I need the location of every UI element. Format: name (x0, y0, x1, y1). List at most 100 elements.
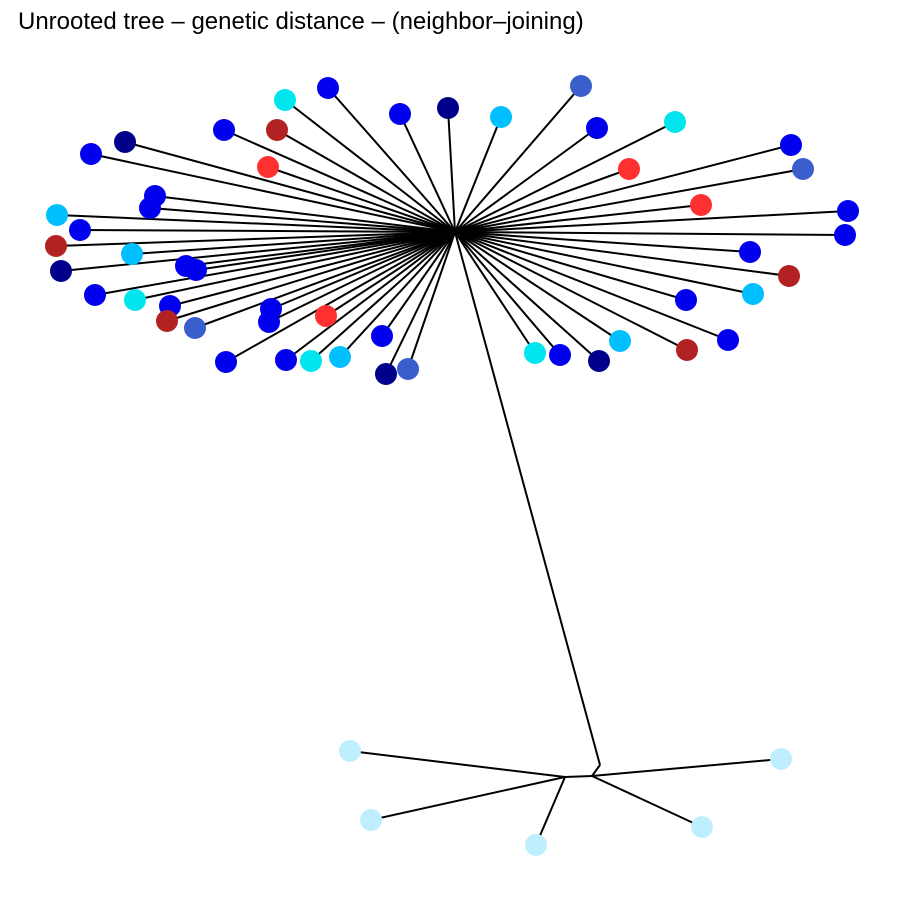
tree-tip (675, 289, 697, 311)
tree-tip (618, 158, 640, 180)
tree-tip (778, 265, 800, 287)
tree-edge (454, 121, 676, 233)
tree-tip (266, 119, 288, 141)
tree-tip (570, 75, 592, 97)
tree-edge (310, 231, 456, 362)
tree-tip (317, 77, 339, 99)
tree-tip (360, 809, 382, 831)
tree-tip (46, 204, 68, 226)
tree-edge (154, 195, 456, 233)
tree-edge (267, 166, 456, 233)
tree-tip (588, 350, 610, 372)
tree-tip (257, 156, 279, 178)
tree-edge (285, 231, 456, 361)
tree-edge (454, 231, 688, 351)
tree-tip (691, 816, 713, 838)
tree-edge (454, 231, 687, 301)
internal-branch (454, 231, 601, 766)
page-title: Unrooted tree – genetic distance – (neig… (18, 8, 584, 35)
tree-tip (371, 325, 393, 347)
tree-tip (69, 219, 91, 241)
tree-edge (268, 231, 456, 323)
tree-tip (80, 143, 102, 165)
tree-edge (194, 231, 456, 329)
tree-edge (325, 231, 456, 317)
tree-tip (780, 134, 802, 156)
tree-edge (591, 758, 782, 777)
tree-tip (397, 358, 419, 380)
tree-edge (149, 207, 456, 233)
tree-edge (124, 141, 456, 233)
tree-tip (184, 317, 206, 339)
tree-edge (454, 231, 790, 277)
tree-tip (742, 283, 764, 305)
tree-tip (549, 344, 571, 366)
tree-tip (690, 194, 712, 216)
tree-edge (454, 204, 702, 233)
tree-tip (139, 197, 161, 219)
tree-tip (274, 89, 296, 111)
tree-edge (94, 231, 456, 296)
tree-edge (454, 85, 582, 233)
tree-edge (381, 231, 456, 337)
tree-edge (131, 231, 456, 255)
tree-tip (84, 284, 106, 306)
tree-edge (225, 231, 456, 363)
tree-tip (275, 349, 297, 371)
tree-tip (664, 111, 686, 133)
tree-tip (375, 363, 397, 385)
tree-edge (454, 168, 804, 233)
internal-branch (564, 775, 593, 778)
internal-branch (591, 764, 601, 777)
tree-tip (792, 158, 814, 180)
tree-edge (284, 99, 456, 233)
tree-tip (260, 298, 282, 320)
tree-tip (45, 235, 67, 257)
tree-edge (327, 87, 456, 233)
tree-edge (591, 775, 703, 828)
tree-tip (389, 103, 411, 125)
tree-edge (60, 231, 456, 272)
tree-edge (454, 168, 630, 233)
tree-edge (399, 113, 456, 233)
tree-tips (45, 75, 859, 856)
tree-edge (56, 214, 456, 233)
tree-edges (55, 85, 849, 846)
tree-tip (329, 346, 351, 368)
tree-edge (454, 210, 849, 233)
tree-edge (454, 127, 598, 233)
tree-tip (834, 224, 856, 246)
tree-edge (454, 231, 621, 342)
tree-edge (79, 229, 456, 233)
tree-edge (166, 231, 456, 322)
tree-tip (124, 289, 146, 311)
tree-edge (454, 231, 561, 356)
tree-tip (185, 259, 207, 281)
tree-edge (407, 231, 456, 370)
tree-edge (454, 231, 729, 341)
tree-tip (609, 330, 631, 352)
tree-tip (837, 200, 859, 222)
tree-tip (315, 305, 337, 327)
tree-tip (121, 243, 143, 265)
tree-tip (114, 131, 136, 153)
tree-tip (717, 329, 739, 351)
tree-edge (134, 231, 456, 301)
tree-tip (586, 117, 608, 139)
tree-tip (490, 106, 512, 128)
tree-tip (339, 740, 361, 762)
tree-edge (276, 129, 456, 233)
tree-edge (447, 107, 456, 233)
tree-tip (156, 310, 178, 332)
tree-edge (535, 776, 566, 846)
tree-edge (55, 231, 456, 247)
tree-edge (385, 231, 456, 375)
tree-edge (454, 144, 792, 233)
tree-edge (270, 231, 456, 310)
tree-edge (169, 231, 456, 307)
tree-tip (213, 119, 235, 141)
tree-edge (370, 776, 566, 821)
tree-edge (349, 750, 566, 778)
tree-edge (454, 231, 751, 253)
